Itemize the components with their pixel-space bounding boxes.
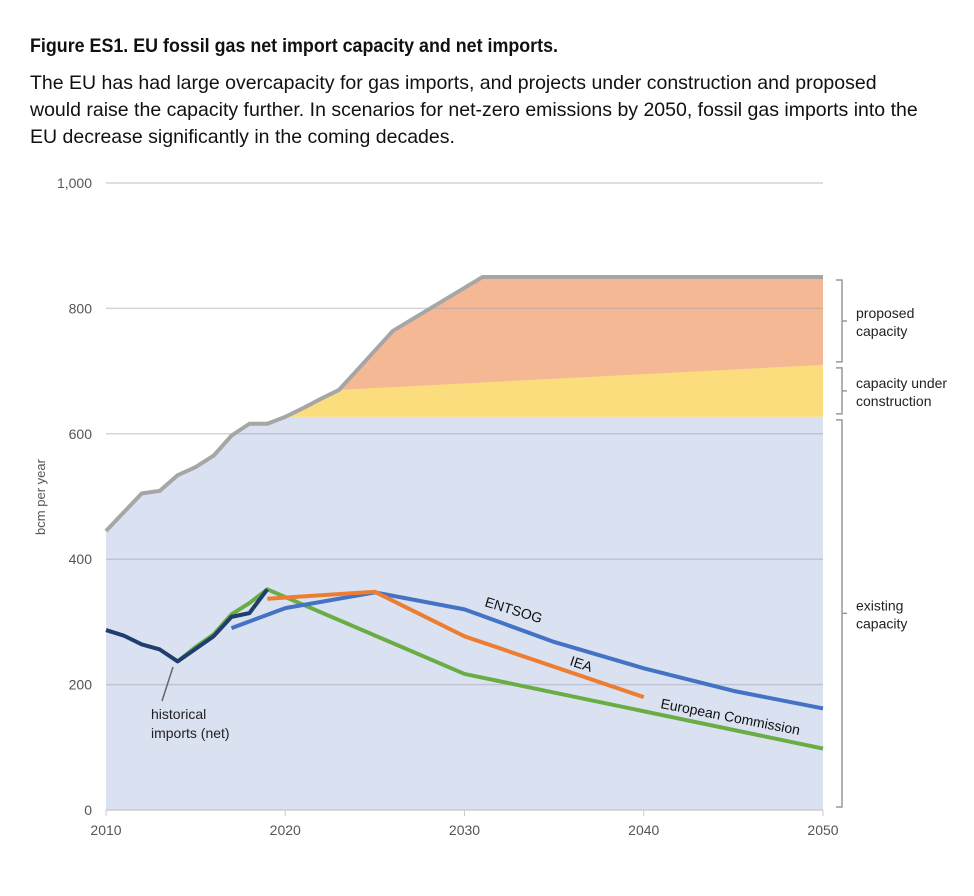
figure-subtitle: The EU has had large overcapacity for ga…	[30, 72, 918, 148]
area-proposed-capacity	[339, 277, 823, 390]
x-tick-label: 2010	[90, 822, 121, 838]
bracket-label: capacity	[856, 323, 907, 339]
y-tick-label: 800	[69, 300, 93, 316]
y-tick-label: 600	[69, 426, 93, 442]
bracket-label: proposed	[856, 305, 914, 321]
capacity-line	[104, 275, 823, 533]
bracket-label: existing	[856, 597, 903, 613]
historical-label: imports (net)	[151, 725, 230, 741]
y-tick-label: 200	[69, 677, 93, 693]
bracket	[836, 367, 847, 415]
iea-label: IEA	[568, 653, 595, 675]
bracket-label: capacity under	[856, 375, 947, 391]
annotation-leader	[161, 666, 174, 702]
y-tick-label: 0	[84, 802, 92, 818]
series-entsog	[230, 590, 824, 711]
bracket	[836, 279, 847, 363]
x-tick-label: 2040	[628, 822, 659, 838]
y-tick-label: 400	[69, 551, 93, 567]
x-tick-label: 2020	[270, 822, 301, 838]
y-tick-label: 1,000	[57, 175, 92, 191]
bracket-label: capacity	[856, 615, 907, 631]
bracket-label: construction	[856, 393, 931, 409]
bracket	[836, 419, 847, 808]
x-tick-label: 2030	[449, 822, 480, 838]
area-existing-capacity	[106, 416, 823, 810]
y-axis-label: bcm per year	[33, 458, 48, 535]
figure-title: Figure ES1. EU fossil gas net import cap…	[30, 36, 558, 57]
x-tick-label: 2050	[807, 822, 838, 838]
historical-label: historical	[151, 706, 206, 722]
series-iea	[267, 589, 645, 700]
series-historical-imports-net-	[105, 588, 269, 664]
